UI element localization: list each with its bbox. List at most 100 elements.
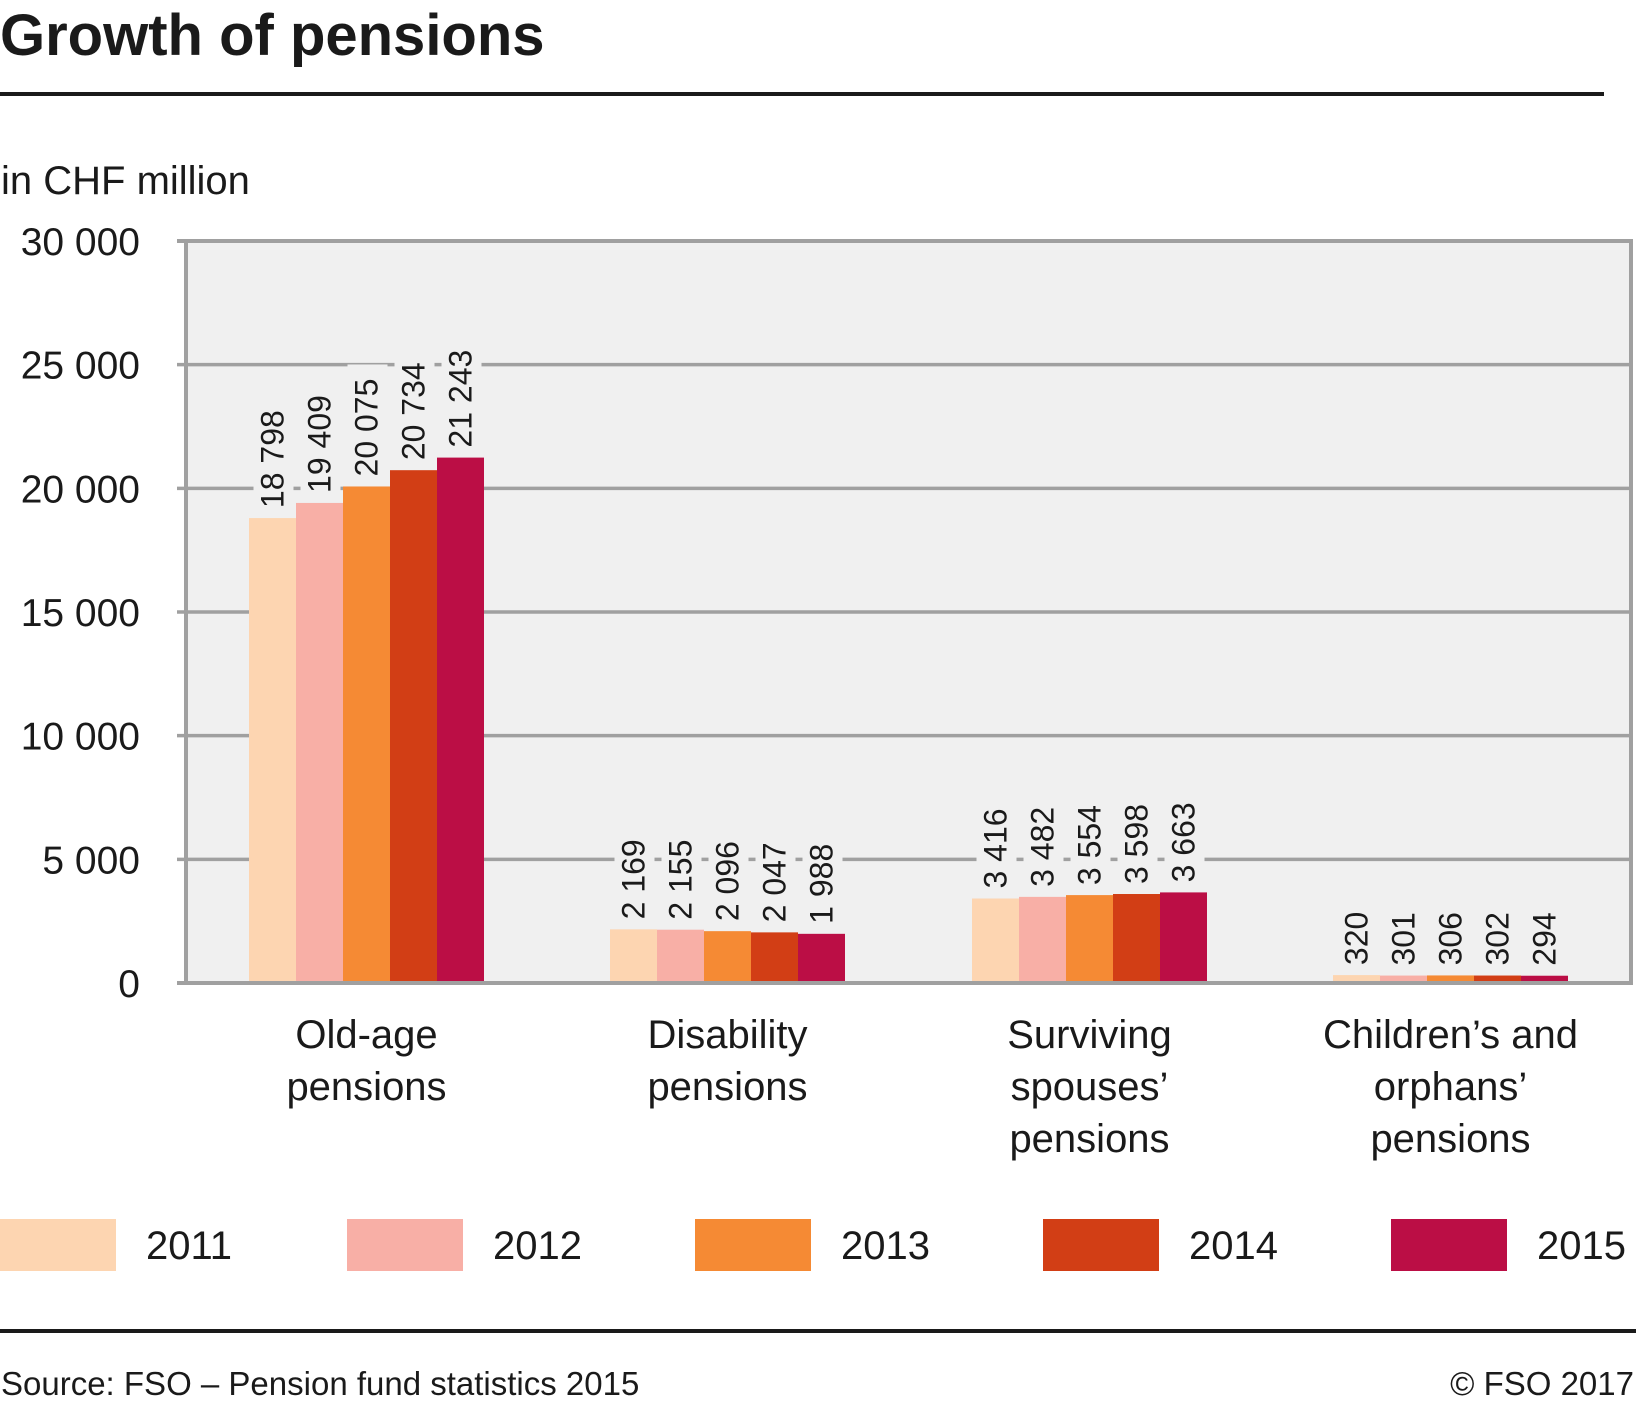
legend-swatch-2012: [347, 1219, 463, 1271]
y-axis-ticks: 0 5 000 10 000 15 000 20 000 25 000 30 000: [21, 221, 140, 1006]
data-label-group: 3 663: [1164, 788, 1205, 885]
y-tick-label: 5 000: [42, 839, 140, 882]
legend-label: 2013: [841, 1224, 930, 1268]
axes: [177, 239, 1633, 985]
legend: 2011 2012 2013 2014 2015: [0, 1219, 1626, 1271]
data-label-group: 301: [1384, 907, 1425, 968]
data-label-background: [1337, 907, 1378, 968]
data-label: 3 482: [1025, 807, 1061, 887]
data-label-group: 294: [1525, 907, 1566, 968]
data-label-background: [441, 335, 482, 450]
data-label: 2 169: [616, 839, 652, 919]
y-tick-label: 10 000: [21, 716, 140, 759]
legend-swatch-2014: [1043, 1219, 1159, 1271]
data-label-group: 20 734: [394, 348, 435, 463]
bar-2015-1: [798, 933, 845, 983]
data-label: 1 988: [804, 844, 840, 924]
legend-swatch-2015: [1391, 1219, 1507, 1271]
footer-rule: [0, 1329, 1636, 1333]
category-labels: Old-age pensions Disability pensions Survivi…: [286, 1013, 1578, 1161]
title-rule: [0, 92, 1604, 96]
data-label-background: [300, 380, 341, 495]
category-label: pensions: [286, 1065, 446, 1109]
data-labels: 18 798 2 169 3 416 320 19 409 2 155 3 482 301 20…: [253, 335, 1566, 968]
bar-2013-1: [704, 931, 751, 983]
legend-label: 2014: [1189, 1224, 1278, 1268]
data-label: 3 554: [1072, 805, 1108, 885]
bar-2011-2: [972, 898, 1019, 983]
data-label-background: [1117, 790, 1158, 887]
bar-2015-0: [437, 457, 484, 983]
category-label: Old-age: [295, 1013, 437, 1057]
bar-2011-1: [610, 929, 657, 983]
data-label-group: 19 409: [300, 380, 341, 495]
legend-label: 2015: [1537, 1224, 1626, 1268]
bar-2013-2: [1066, 895, 1113, 983]
data-label: 20 734: [396, 362, 432, 460]
data-label-background: [1431, 907, 1472, 968]
data-label-background: [1478, 907, 1519, 968]
data-label-background: [1384, 907, 1425, 968]
data-label: 21 243: [443, 350, 479, 448]
data-label-background: [347, 364, 388, 479]
category-label: Disability: [647, 1013, 807, 1057]
data-label: 294: [1527, 912, 1563, 965]
data-label-background: [1164, 788, 1205, 885]
bar-2013-3: [1427, 975, 1474, 983]
data-label-background: [976, 794, 1017, 891]
category-label: Surviving: [1007, 1013, 1172, 1057]
data-label: 2 096: [710, 841, 746, 921]
bar-2015-3: [1521, 975, 1568, 983]
data-label-group: 3 416: [976, 794, 1017, 891]
category-label: orphans’: [1374, 1065, 1527, 1109]
data-label-group: 20 075: [347, 364, 388, 479]
bar-2012-0: [296, 502, 343, 983]
bar-2015-2: [1160, 892, 1207, 983]
data-label-background: [708, 827, 749, 924]
data-label-group: 3 598: [1117, 790, 1158, 887]
bar-2013-0: [343, 486, 390, 983]
bar-2014-0: [390, 470, 437, 983]
data-label-background: [755, 828, 796, 925]
bar-2011-0: [249, 518, 296, 983]
legend-swatch-2011: [0, 1219, 116, 1271]
data-label: 3 663: [1166, 802, 1202, 882]
category-label: pensions: [1009, 1117, 1169, 1161]
data-label: 3 416: [978, 808, 1014, 888]
data-label-group: 302: [1478, 907, 1519, 968]
y-tick-label: 20 000: [21, 468, 140, 511]
data-label-background: [394, 348, 435, 463]
data-label-group: 21 243: [441, 335, 482, 450]
chart-title: Growth of pensions: [0, 3, 545, 68]
data-label-background: [1525, 907, 1566, 968]
data-label-background: [1023, 792, 1064, 889]
bar-2011-3: [1333, 975, 1380, 983]
bar-2014-3: [1474, 975, 1521, 983]
data-label-group: 2 096: [708, 827, 749, 924]
data-label: 3 598: [1119, 804, 1155, 884]
bar-2012-1: [657, 929, 704, 983]
category-label: pensions: [1370, 1117, 1530, 1161]
category-label: pensions: [647, 1065, 807, 1109]
data-label: 2 155: [663, 840, 699, 920]
data-label-group: 2 169: [614, 825, 655, 922]
bar-2014-2: [1113, 894, 1160, 983]
data-label: 19 409: [302, 395, 338, 493]
copyright-note: © FSO 2017: [1450, 1365, 1634, 1402]
data-label: 18 798: [255, 410, 291, 508]
legend-label: 2011: [146, 1224, 232, 1268]
data-label-group: 18 798: [253, 396, 294, 511]
data-label-group: 320: [1337, 907, 1378, 968]
data-label-background: [253, 396, 294, 511]
data-label-group: 2 047: [755, 828, 796, 925]
data-label-background: [802, 829, 843, 926]
bar-2012-2: [1019, 896, 1066, 983]
data-label-background: [614, 825, 655, 922]
y-tick-label: 25 000: [21, 345, 140, 388]
y-tick-label: 15 000: [21, 592, 140, 635]
y-tick-label: 0: [118, 963, 140, 1006]
bar-2014-1: [751, 932, 798, 983]
legend-label: 2012: [493, 1224, 582, 1268]
source-note: Source: FSO – Pension fund statistics 20…: [1, 1365, 639, 1402]
